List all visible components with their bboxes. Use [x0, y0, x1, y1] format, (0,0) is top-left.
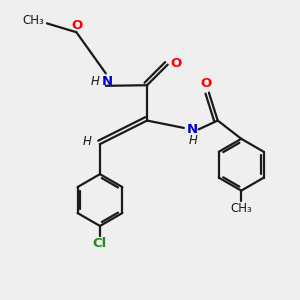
Text: N: N: [187, 123, 198, 136]
Text: H: H: [82, 135, 91, 148]
Text: O: O: [170, 57, 182, 70]
Text: CH₃: CH₃: [230, 202, 252, 215]
Text: H: H: [91, 75, 100, 88]
Text: O: O: [71, 19, 82, 32]
Text: CH₃: CH₃: [23, 14, 45, 27]
Text: Cl: Cl: [93, 237, 107, 250]
Text: N: N: [102, 75, 113, 88]
Text: H: H: [188, 134, 197, 147]
Text: O: O: [200, 77, 211, 90]
